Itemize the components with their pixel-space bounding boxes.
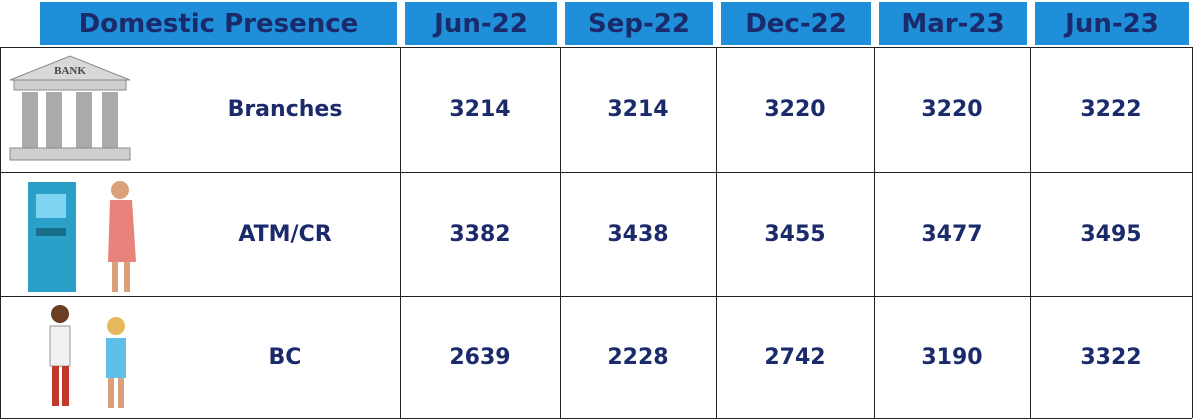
header-period: Dec-22 bbox=[721, 2, 871, 45]
value-cell: 3214 bbox=[400, 47, 560, 172]
value-cell: 3455 bbox=[716, 172, 874, 296]
header-period: Jun-22 bbox=[405, 2, 557, 45]
atm-icon bbox=[20, 172, 150, 296]
row-label: ATM/CR bbox=[170, 172, 400, 296]
col-border bbox=[400, 47, 401, 418]
col-border bbox=[0, 47, 1, 418]
table-slide: BANK Domestic PresenceJun-22Sep-22Dec-22… bbox=[0, 0, 1195, 419]
value-cell: 3222 bbox=[1030, 47, 1192, 172]
value-cell: 3477 bbox=[874, 172, 1030, 296]
col-border bbox=[560, 47, 561, 418]
header-period: Sep-22 bbox=[565, 2, 713, 45]
row-border bbox=[0, 47, 1192, 48]
value-cell: 3220 bbox=[716, 47, 874, 172]
value-cell: 3382 bbox=[400, 172, 560, 296]
header-period: Mar-23 bbox=[879, 2, 1027, 45]
row-label: BC bbox=[170, 296, 400, 418]
bank-icon: BANK bbox=[0, 52, 140, 164]
value-cell: 3322 bbox=[1030, 296, 1192, 418]
col-border bbox=[874, 47, 875, 418]
value-cell: 3220 bbox=[874, 47, 1030, 172]
value-cell: 3438 bbox=[560, 172, 716, 296]
value-cell: 2639 bbox=[400, 296, 560, 418]
row-border bbox=[0, 296, 1192, 297]
col-border bbox=[1192, 47, 1193, 418]
value-cell: 3190 bbox=[874, 296, 1030, 418]
bank-label: BANK bbox=[54, 65, 86, 77]
header-label: Domestic Presence bbox=[40, 2, 397, 45]
bc-icon bbox=[20, 300, 150, 418]
header-period: Jun-23 bbox=[1035, 2, 1189, 45]
row-border bbox=[0, 172, 1192, 173]
col-border bbox=[1030, 47, 1031, 418]
value-cell: 2742 bbox=[716, 296, 874, 418]
row-label: Branches bbox=[170, 47, 400, 172]
value-cell: 2228 bbox=[560, 296, 716, 418]
value-cell: 3214 bbox=[560, 47, 716, 172]
col-border bbox=[716, 47, 717, 418]
value-cell: 3495 bbox=[1030, 172, 1192, 296]
